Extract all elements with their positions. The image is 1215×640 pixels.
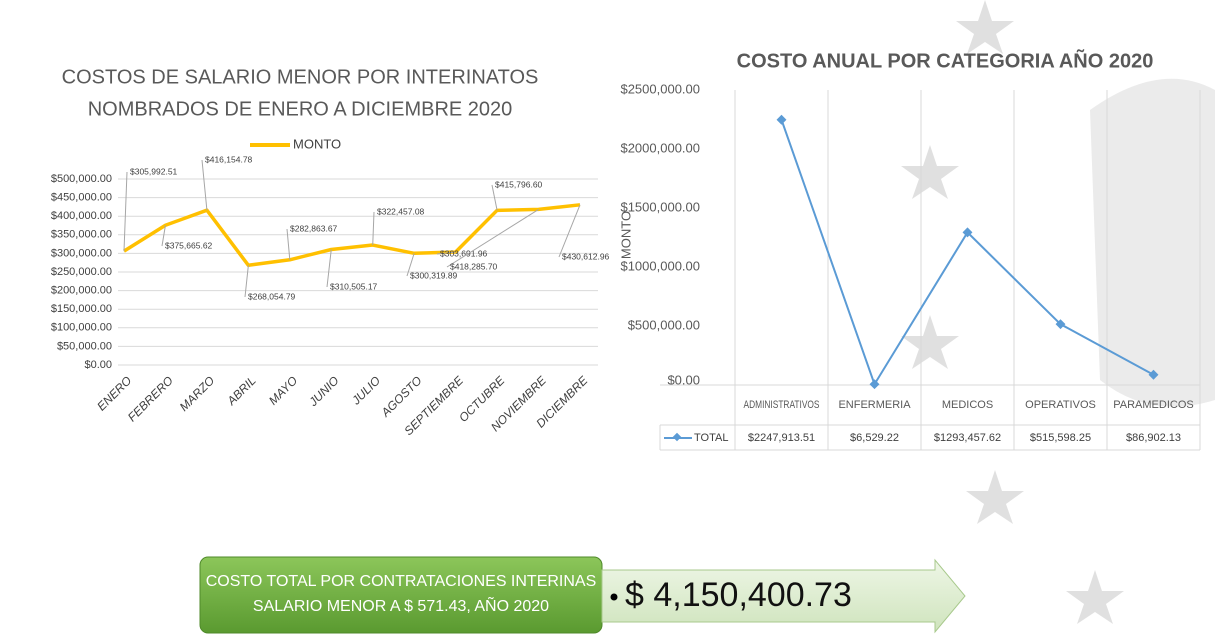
data-label: $310,505.17: [330, 281, 378, 291]
x-tick-label: ABRIL: [224, 373, 259, 408]
data-label: $268,054.79: [248, 291, 296, 301]
banner-box: [199, 556, 603, 634]
table-value: $6,529.22: [850, 432, 899, 444]
banner-arrow: [601, 558, 966, 634]
x-tick-label: FEBRERO: [125, 373, 176, 424]
leader-line: [244, 265, 249, 298]
banner-label: COSTO TOTAL POR CONTRATACIONES INTERINAS: [206, 573, 597, 590]
x-tick-label: MEDICOS: [942, 399, 993, 411]
y-tick-label: $150,000.00: [51, 303, 112, 315]
data-label: $305,992.51: [130, 166, 178, 176]
data-marker: [869, 379, 880, 390]
data-label: $415,796.60: [495, 179, 543, 189]
y-tick-label: $450,000.00: [51, 192, 112, 204]
data-label: $303,691.96: [440, 248, 488, 258]
chart-title: NOMBRADOS DE ENERO A DICIEMBRE 2020: [88, 98, 513, 120]
leader-line: [372, 211, 375, 246]
data-label: $418,285.70: [450, 261, 498, 271]
legend-swatch: [672, 432, 682, 442]
leader-line: [491, 184, 498, 211]
leader-line: [286, 228, 291, 260]
legend-label: TOTAL: [694, 432, 728, 444]
data-label: $300,319.89: [410, 270, 458, 280]
y-tick-label: $350,000.00: [51, 229, 112, 241]
x-tick-label: ENERO: [94, 373, 134, 413]
bullet: [610, 593, 618, 601]
y-tick-label: $250,000.00: [51, 266, 112, 278]
leader-line: [436, 251, 456, 255]
chart-title: COSTO ANUAL POR CATEGORIA AÑO 2020: [737, 49, 1154, 72]
leader-line: [446, 208, 539, 268]
data-label: $375,665.62: [165, 240, 213, 250]
data-marker: [1055, 319, 1066, 330]
banner-total: $ 4,150,400.73: [625, 576, 852, 614]
y-tick-label: $0.00: [667, 372, 700, 387]
data-marker: [776, 114, 787, 125]
data-marker: [1148, 369, 1159, 380]
legend-label: MONTO: [293, 136, 341, 151]
x-tick-label: MARZO: [177, 373, 218, 414]
table-value: $1293,457.62: [934, 432, 1001, 444]
y-tick-label: $2500,000.00: [620, 81, 700, 96]
banner-label: SALARIO MENOR A $ 571.43, AÑO 2020: [253, 595, 549, 615]
table-value: $86,902.13: [1126, 432, 1181, 444]
x-tick-label: JUNIO: [306, 373, 342, 409]
leader-line: [123, 171, 128, 252]
y-tick-label: $0.00: [84, 359, 112, 371]
x-tick-label: JULIO: [348, 373, 383, 408]
leader-line: [161, 225, 166, 247]
x-tick-label: OPERATIVOS: [1025, 399, 1096, 411]
y-tick-label: $500,000.00: [628, 317, 700, 332]
data-label: $322,457.08: [377, 206, 425, 216]
x-tick-label: MAYO: [266, 373, 300, 407]
data-line: [123, 203, 581, 268]
data-label: $416,154.78: [205, 154, 253, 164]
leader-line: [406, 253, 415, 277]
y-tick-label: $400,000.00: [51, 210, 112, 222]
data-marker: [962, 227, 973, 238]
y-tick-label: $200,000.00: [51, 285, 112, 297]
x-tick-label: PARAMEDICOS: [1113, 399, 1193, 411]
leader-line: [201, 159, 208, 211]
y-tick-label: $1000,000.00: [620, 258, 700, 273]
y-tick-label: $300,000.00: [51, 247, 112, 259]
data-label: $430,612.96: [562, 251, 610, 261]
chart-title: COSTOS DE SALARIO MENOR POR INTERINATOS: [62, 66, 539, 88]
table-value: $2247,913.51: [748, 432, 815, 444]
table-value: $515,598.25: [1030, 432, 1091, 444]
data-label: $282,863.67: [290, 223, 338, 233]
y-tick-label: $500,000.00: [51, 173, 112, 185]
leader-line: [558, 204, 581, 258]
leader-line: [326, 249, 332, 288]
y-tick-label: $50,000.00: [57, 340, 112, 352]
background-stars: [901, 0, 1215, 624]
y-tick-label: $100,000.00: [51, 322, 112, 334]
y-tick-label: $2000,000.00: [620, 140, 700, 155]
y-tick-label: $1500,000.00: [620, 199, 700, 214]
x-tick-label: ADMINISTRATIVOS: [744, 399, 820, 411]
y-axis-label: MONTO: [618, 211, 633, 259]
x-tick-label: ENFERMERIA: [838, 399, 911, 411]
